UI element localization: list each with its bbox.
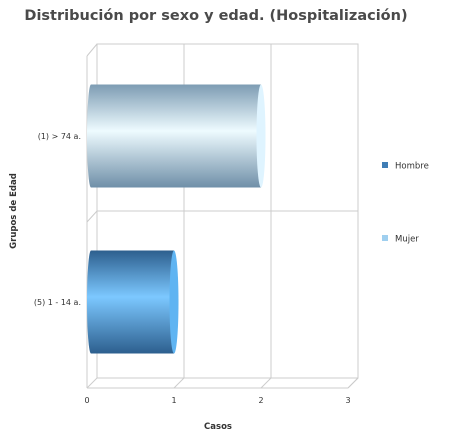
bar-hombre bbox=[87, 250, 179, 354]
x-gridline-floor bbox=[347, 377, 359, 389]
legend-label: Mujer bbox=[395, 235, 419, 245]
bar-cap bbox=[256, 84, 266, 188]
x-gridline-floor bbox=[260, 377, 272, 389]
legend-item-hombre: Hombre bbox=[382, 162, 429, 172]
bar-body bbox=[87, 84, 262, 188]
x-tick-label: 0 bbox=[84, 396, 89, 405]
x-gridline-floor bbox=[173, 377, 185, 389]
x-axis-label: Casos bbox=[204, 422, 232, 432]
y-category-label: (5) 1 - 14 a. bbox=[34, 298, 81, 307]
y-category-labels: (1) > 74 a. (5) 1 - 14 a. bbox=[34, 132, 81, 307]
legend: Hombre Mujer bbox=[382, 162, 429, 245]
bar-mujer bbox=[87, 84, 266, 188]
bar-body bbox=[87, 250, 174, 354]
x-tick-label: 2 bbox=[258, 396, 263, 405]
bars bbox=[87, 84, 266, 354]
bar-cap bbox=[169, 250, 179, 354]
legend-item-mujer: Mujer bbox=[382, 235, 419, 245]
legend-label: Hombre bbox=[395, 162, 429, 172]
x-tick-label: 3 bbox=[345, 396, 350, 405]
x-tick-label: 1 bbox=[171, 396, 176, 405]
y-category-label: (1) > 74 a. bbox=[38, 132, 81, 141]
y-axis-label: Grupos de Edad bbox=[9, 173, 19, 249]
x-tick-labels: 0 1 2 3 bbox=[84, 396, 350, 405]
chart-title: Distribución por sexo y edad. (Hospitali… bbox=[24, 8, 407, 24]
legend-swatch bbox=[382, 162, 388, 168]
legend-swatch bbox=[382, 235, 388, 241]
